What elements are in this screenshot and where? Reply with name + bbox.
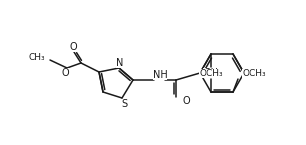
Text: O: O [183, 96, 191, 106]
Text: OCH₃: OCH₃ [199, 69, 223, 78]
Text: N: N [116, 58, 124, 68]
Text: S: S [121, 99, 127, 109]
Text: O: O [61, 68, 69, 78]
Text: CH₃: CH₃ [28, 54, 45, 62]
Text: OCH₃: OCH₃ [242, 69, 266, 78]
Text: O: O [69, 42, 77, 52]
Text: NH: NH [153, 70, 167, 80]
Text: OH: OH [203, 68, 218, 78]
